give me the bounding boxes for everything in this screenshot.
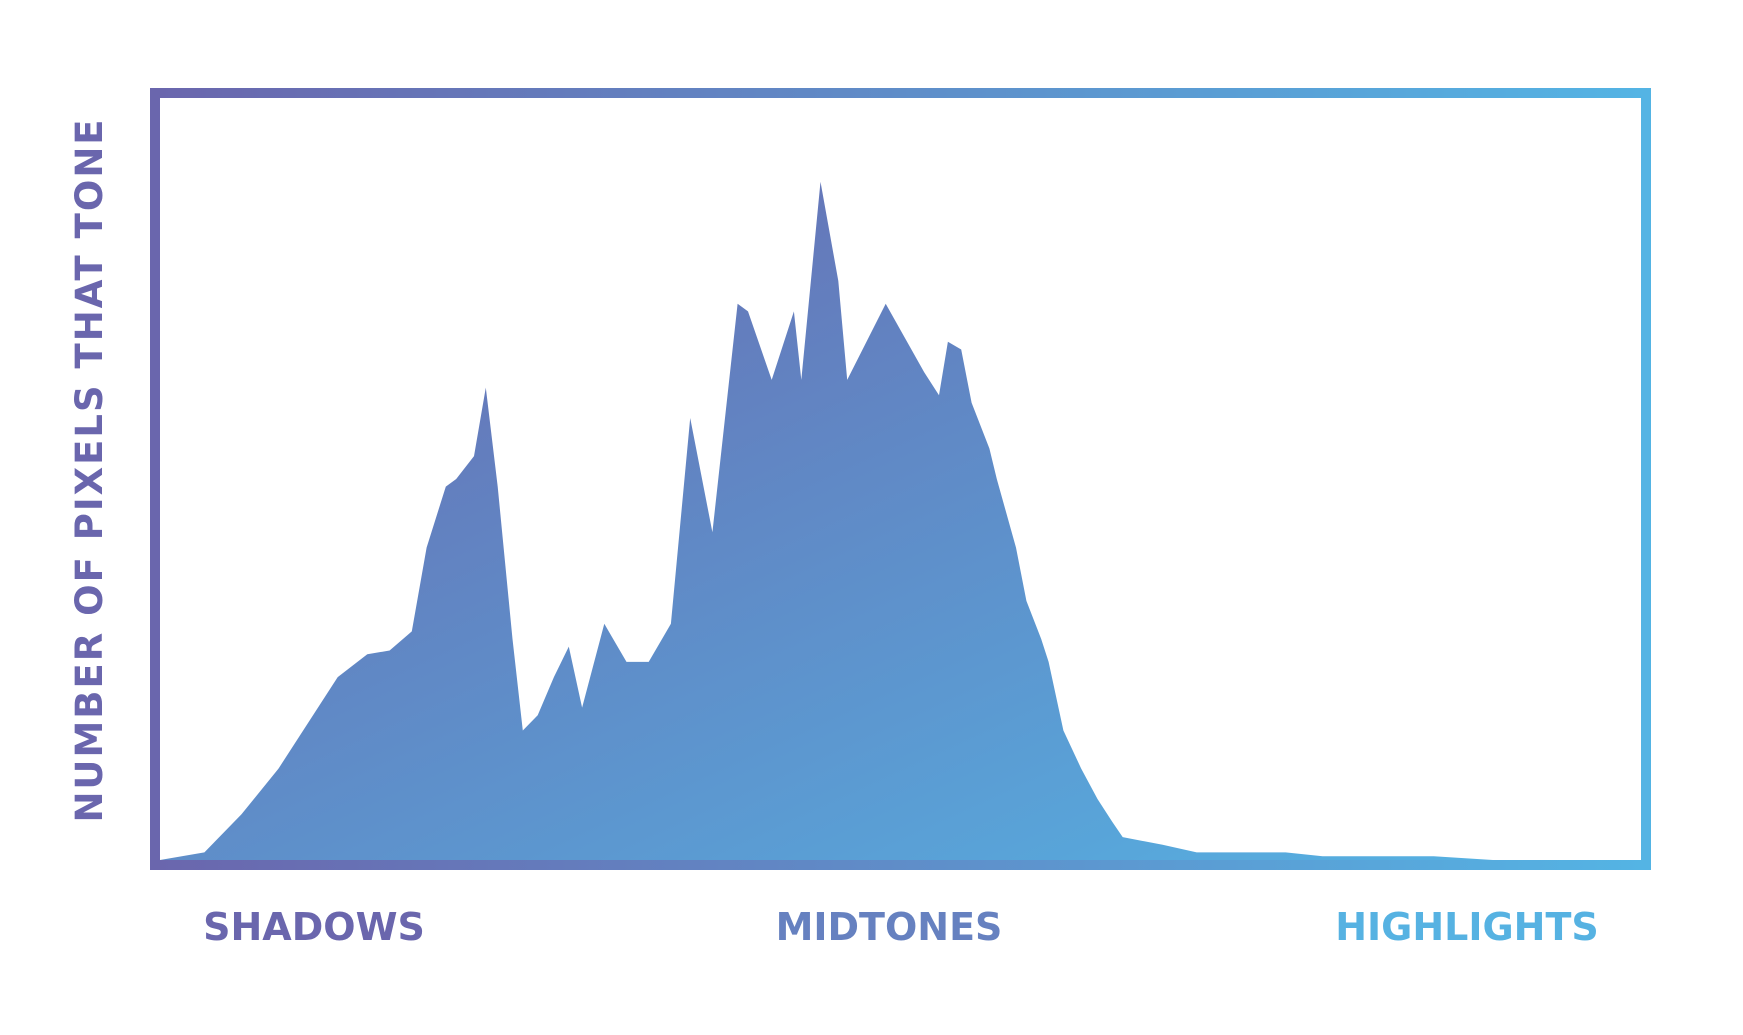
y-axis-label: NUMBER OF PIXELS THAT TONE	[68, 117, 111, 822]
histogram-area	[160, 181, 1641, 861]
shadows-label: SHADOWS	[203, 905, 425, 949]
midtones-label: MIDTONES	[776, 905, 1003, 949]
highlights-label: HIGHLIGHTS	[1335, 905, 1599, 949]
plot-frame	[150, 88, 1651, 870]
